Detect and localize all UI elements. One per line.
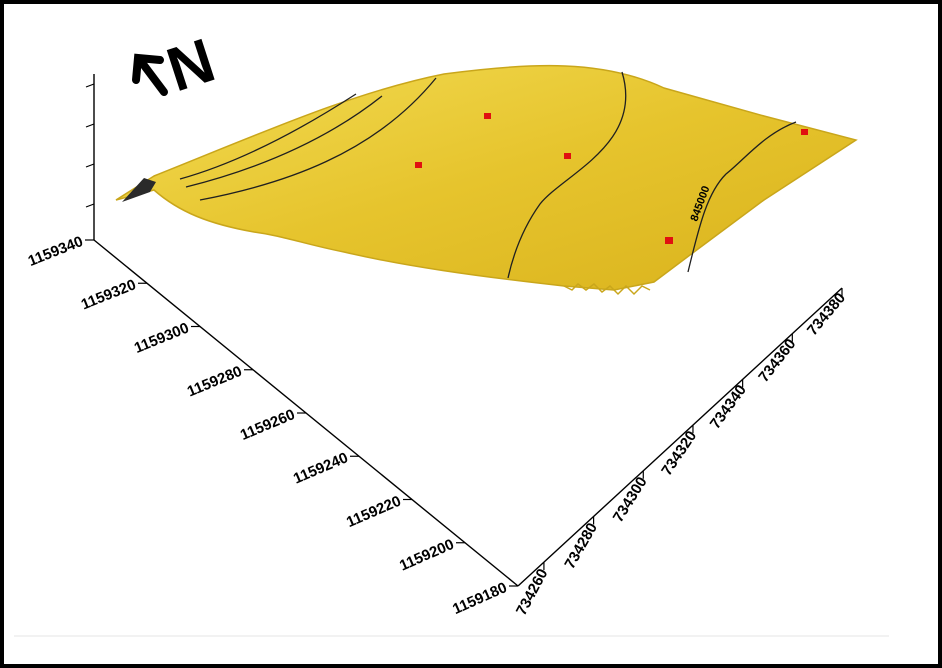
- x-tick-label: 734260: [513, 566, 552, 618]
- sample-point: [665, 237, 673, 244]
- y-tick-label: 1159260: [238, 406, 298, 444]
- contour-line: [199, 77, 437, 201]
- contour-line: [179, 93, 357, 180]
- north-arrow: N: [132, 26, 223, 105]
- y-tick-label: 1159220: [344, 493, 404, 531]
- y-axis-ticks: 1159180 1159200 1159220 1159240 1159260 11592…: [26, 233, 518, 618]
- x-axis-ticks: 7342607342807343007343207343407343607343…: [513, 288, 849, 618]
- surface-plot: 1159180 1159200 1159220 1159240 1159260 11592…: [14, 26, 889, 637]
- x-tick-label: 734320: [658, 428, 700, 479]
- surface-jagged-edge: [563, 283, 651, 296]
- sample-points: [415, 113, 808, 244]
- sample-point: [415, 162, 422, 168]
- contour-line: [507, 71, 627, 279]
- z-axis-ticks: [85, 83, 95, 208]
- y-tick-label: 1159340: [26, 233, 86, 270]
- z-tick-mark: [85, 123, 95, 128]
- surface: [115, 64, 858, 296]
- contour-line: [687, 121, 797, 273]
- z-tick-mark: [85, 83, 95, 88]
- y-tick-label: 1159280: [185, 363, 245, 401]
- y-tick-label: 1159300: [132, 319, 192, 356]
- arrow-icon: [132, 53, 168, 96]
- x-axis-line: [517, 287, 843, 587]
- north-label: N: [159, 26, 223, 105]
- y-tick-label: 1159240: [291, 449, 351, 487]
- x-tick-label: 734280: [561, 520, 601, 572]
- contour-line: [185, 95, 383, 188]
- x-tick-label: 734360: [755, 336, 799, 386]
- x-tick-label: 734380: [804, 290, 849, 339]
- y-tick-label: 1159320: [79, 276, 139, 313]
- z-tick-mark: [85, 203, 95, 208]
- y-tick-label: 1159180: [450, 579, 510, 618]
- surface-peak: [122, 178, 156, 202]
- sample-point: [484, 113, 491, 119]
- surface-body: [115, 64, 858, 291]
- y-tick-label: 1159200: [397, 536, 457, 575]
- contour-lines: [179, 71, 797, 279]
- sample-point: [801, 129, 808, 135]
- sample-point: [564, 153, 571, 159]
- z-tick-mark: [85, 163, 95, 168]
- x-tick-label: 734300: [610, 474, 651, 525]
